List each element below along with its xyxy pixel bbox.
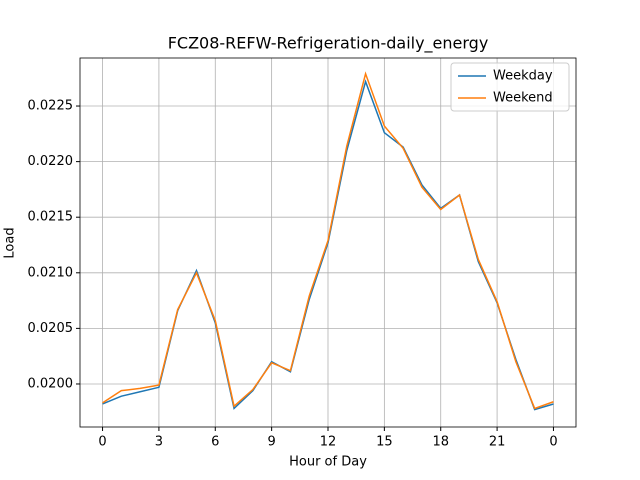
y-tick-label: 0.0215: [28, 210, 74, 225]
y-tick-label: 0.0200: [28, 376, 74, 391]
x-tick-label: 6: [211, 435, 219, 450]
chart-title: FCZ08-REFW-Refrigeration-daily_energy: [168, 34, 489, 54]
x-tick-label: 9: [267, 435, 275, 450]
series-line: [102, 71, 554, 410]
legend-label: Weekend: [493, 91, 553, 106]
x-tick-label: 0: [549, 435, 557, 450]
y-tick-label: 0.0220: [28, 154, 74, 169]
legend-box: [450, 62, 570, 112]
y-tick-label: 0.0210: [28, 265, 74, 280]
plot-frame: [79, 57, 577, 428]
x-tick-label: 15: [376, 435, 393, 450]
x-tick-label: 12: [320, 435, 337, 450]
x-tick-label: 21: [489, 435, 506, 450]
x-tick-label: 0: [98, 435, 106, 450]
legend-label: Weekday: [493, 69, 553, 84]
x-tick-label: 3: [155, 435, 163, 450]
y-tick-label: 0.0205: [28, 321, 74, 336]
y-axis-label: Load: [3, 227, 18, 258]
x-tick-label: 18: [432, 435, 449, 450]
y-tick-label: 0.0225: [28, 99, 74, 114]
x-axis-label: Hour of Day: [289, 455, 367, 470]
